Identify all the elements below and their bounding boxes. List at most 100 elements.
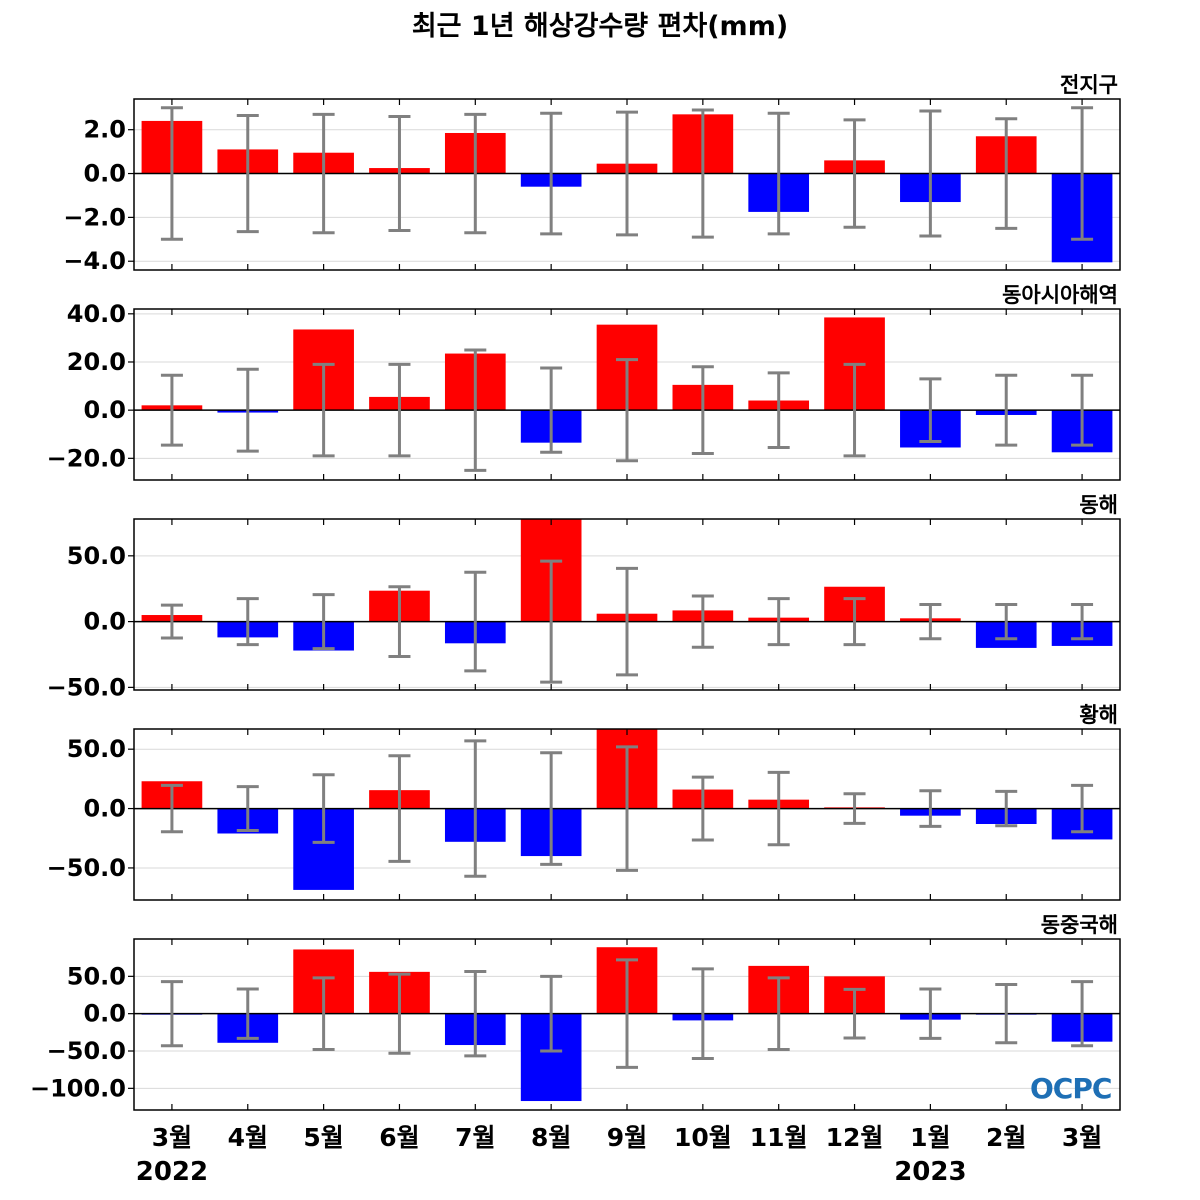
error-bar	[540, 366, 563, 454]
year-label: 2022	[136, 1157, 208, 1187]
error-bar	[843, 118, 866, 229]
error-bar	[388, 585, 411, 658]
y-tick-label: 50.0	[67, 735, 126, 763]
y-tick-label: 0.0	[83, 795, 126, 823]
x-tick-label: 12월	[826, 1123, 884, 1152]
error-bar	[843, 792, 866, 825]
x-tick-label: 10월	[674, 1123, 732, 1152]
x-tick-label: 11월	[750, 1123, 808, 1152]
error-bar	[1071, 783, 1094, 834]
panel-4: 50.0 0.0 −50.0 −100.0 동중국해	[30, 913, 1121, 1111]
y-tick-label: −50.0	[47, 1037, 126, 1065]
error-bar	[616, 958, 638, 1069]
error-bar	[1071, 603, 1094, 641]
x-tick-label: 6월	[379, 1123, 419, 1152]
error-bar	[464, 739, 487, 878]
error-bar	[312, 593, 335, 651]
x-tick-label: 1월	[910, 1123, 950, 1152]
y-tick-label: 0.0	[83, 1000, 126, 1028]
error-bar	[464, 570, 487, 673]
panel-title: 동해	[1079, 493, 1118, 517]
y-tick-label: −50.0	[47, 854, 126, 882]
error-bar	[464, 348, 487, 472]
error-bar	[388, 362, 411, 458]
error-bar	[767, 597, 790, 647]
y-tick-label: 50.0	[67, 542, 126, 570]
error-bar	[236, 785, 259, 833]
error-bar	[843, 987, 866, 1040]
error-bar	[540, 559, 563, 684]
error-bar	[388, 754, 411, 863]
error-bar	[540, 111, 563, 236]
panel-title: 동중국해	[1041, 913, 1118, 937]
error-bar	[312, 773, 335, 844]
x-tick-label: 8월	[531, 1123, 571, 1152]
x-tick-label: 3월	[1062, 1123, 1102, 1152]
panel-2: 50.0 0.0 −50.0 동해	[47, 493, 1121, 701]
error-bar	[616, 745, 638, 872]
panel-title: 동아시아해역	[1002, 283, 1118, 307]
error-bar	[919, 789, 942, 828]
error-bar	[995, 373, 1018, 447]
chart-title: 최근 1년 해상강수량 편차(mm)	[411, 11, 789, 42]
error-bar	[691, 594, 714, 649]
error-bar	[995, 603, 1018, 641]
panel-0: 2.0 0.0 −2.0 −4.0 전지구	[63, 73, 1121, 275]
error-bar	[767, 371, 790, 449]
error-bar	[312, 112, 335, 235]
panel-1: 40.0 20.0 0.0 −20.0 동아시아해역	[47, 283, 1121, 481]
error-bar	[767, 111, 790, 236]
x-tick-label: 9월	[607, 1123, 647, 1152]
y-tick-label: 40.0	[67, 300, 126, 328]
error-bar	[160, 980, 183, 1048]
error-bar	[843, 362, 866, 458]
error-bar	[767, 976, 790, 1052]
error-bar	[388, 972, 411, 1055]
error-bar	[691, 365, 714, 456]
error-bar	[616, 358, 638, 463]
y-tick-label: −50.0	[47, 673, 126, 701]
error-bar	[160, 783, 183, 834]
x-tick-label: 2월	[986, 1123, 1026, 1152]
x-tick-label: 5월	[303, 1123, 343, 1152]
error-bar	[919, 987, 942, 1040]
ocpc-logo: OCPC	[1030, 1072, 1112, 1105]
x-tick-label: 3월	[152, 1123, 192, 1152]
error-bar	[160, 373, 183, 447]
error-bar	[1071, 106, 1094, 241]
error-bar	[995, 117, 1018, 230]
panel-3: 50.0 0.0 −50.0 황해	[47, 703, 1121, 901]
y-tick-label: −4.0	[63, 247, 126, 275]
y-tick-label: 0.0	[83, 396, 126, 424]
error-bar	[540, 974, 563, 1053]
error-bar	[236, 597, 259, 647]
year-label: 2023	[894, 1157, 966, 1187]
panel-title: 전지구	[1060, 73, 1118, 97]
error-bar	[691, 967, 714, 1060]
y-tick-label: −2.0	[63, 203, 126, 231]
y-tick-label: −20.0	[47, 444, 126, 472]
y-tick-label: 20.0	[67, 348, 126, 376]
error-bar	[919, 109, 942, 238]
error-bar	[236, 987, 259, 1040]
y-tick-label: 0.0	[83, 160, 126, 188]
error-bar	[540, 751, 563, 866]
error-bar	[616, 566, 638, 677]
error-bar	[767, 770, 790, 847]
error-bar	[464, 969, 487, 1058]
x-tick-label: 4월	[228, 1123, 268, 1152]
error-bar	[236, 113, 259, 234]
error-bar	[691, 775, 714, 842]
x-tick-label: 7월	[455, 1123, 495, 1152]
error-bar	[691, 108, 714, 239]
error-bar	[160, 603, 183, 640]
error-bar	[312, 362, 335, 458]
y-tick-label: −100.0	[30, 1074, 126, 1102]
error-bar	[160, 106, 183, 241]
error-bar	[919, 377, 942, 443]
error-bar	[236, 367, 259, 453]
error-bar	[1071, 373, 1094, 447]
error-bar	[388, 115, 411, 233]
y-tick-label: 2.0	[83, 116, 126, 144]
